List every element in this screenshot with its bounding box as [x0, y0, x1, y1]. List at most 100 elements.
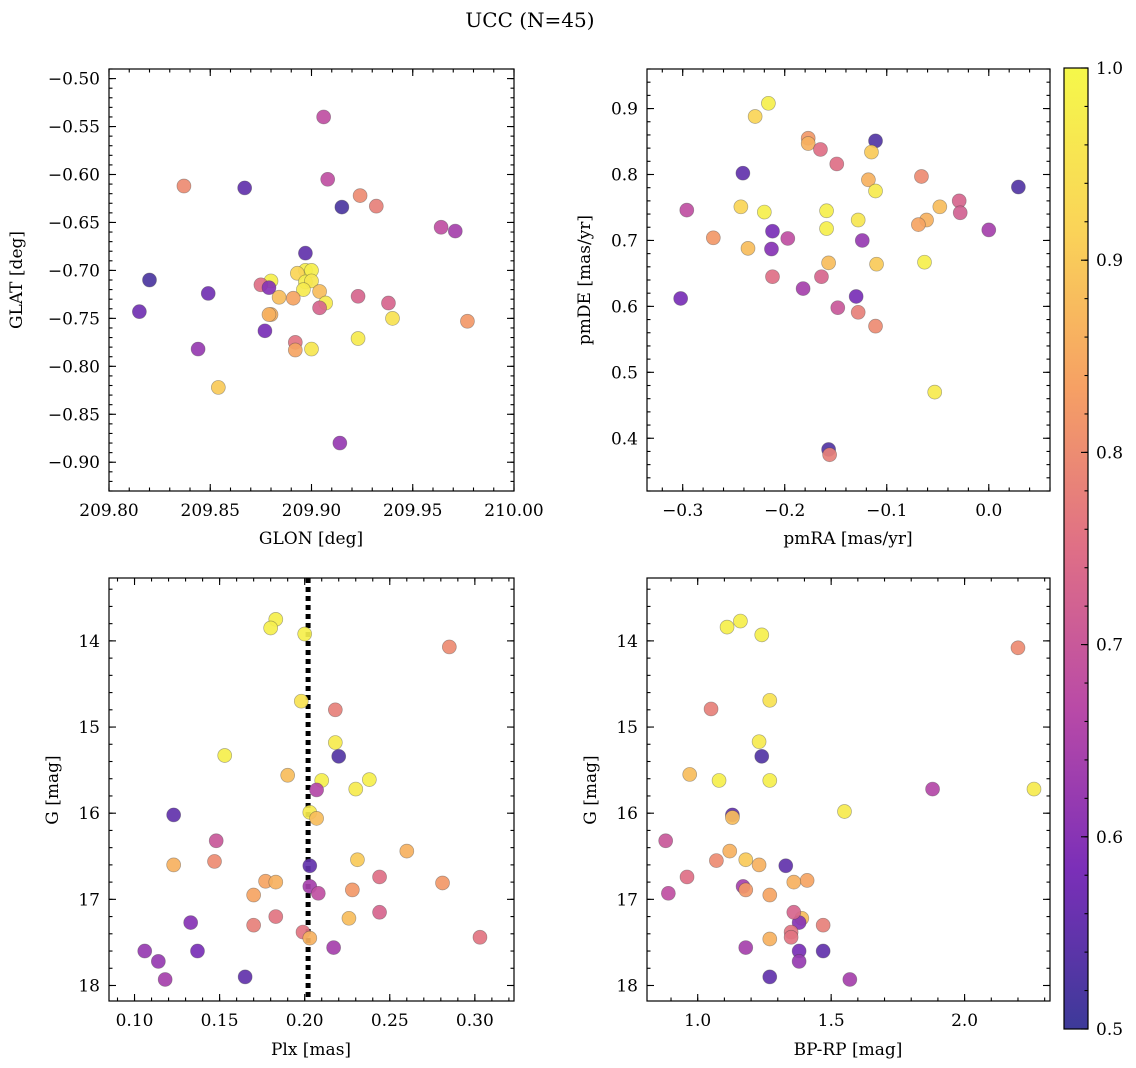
data-point [327, 735, 343, 750]
data-point [762, 931, 778, 947]
x-tick-label: 0.25 [371, 1011, 409, 1031]
y-tick-label: −0.65 [48, 213, 100, 233]
data-point [312, 284, 327, 299]
data-point [917, 254, 932, 270]
data-point [705, 230, 721, 246]
data-point [861, 172, 876, 188]
panel-pmra-pmde: −0.3 −0.2 −0.1 0.0 0.4 0.5 0.6 0.7 0.8 0.9 pmRA [m… [575, 68, 1051, 549]
y-tick-label: −0.80 [48, 357, 100, 377]
data-point [850, 304, 866, 320]
y-tick-label: 18 [616, 976, 638, 996]
data-point [754, 627, 770, 643]
axis-ticks [647, 68, 1051, 492]
x-tick-label: 209.95 [383, 501, 442, 521]
data-point [673, 291, 689, 306]
data-point [868, 183, 883, 199]
data-point [350, 288, 366, 304]
data-point [754, 748, 770, 764]
data-point [316, 109, 331, 125]
data-point [821, 255, 836, 271]
y-tick-label: 0.9 [611, 100, 638, 120]
y-tick-label: −0.50 [48, 70, 100, 90]
data-point [344, 882, 360, 898]
data-point [780, 231, 796, 246]
x-tick-label: 210.00 [484, 501, 543, 521]
y-tick-label: 0.4 [611, 429, 638, 449]
x-tick-label: 0.20 [286, 1011, 324, 1031]
y-tick-label: 17 [78, 890, 100, 910]
data-point [327, 702, 343, 718]
data-point [441, 639, 457, 655]
data-point [350, 331, 366, 346]
data-point [735, 165, 751, 181]
y-tick-label: 15 [616, 718, 638, 738]
y-axis-label: G [mag] [581, 755, 601, 824]
data-point [800, 136, 816, 151]
x-axis-label: Plx [mas] [271, 1040, 351, 1060]
data-point [362, 772, 377, 787]
data-point [132, 304, 147, 319]
x-tick-label: 0.15 [201, 1011, 239, 1031]
data-point [658, 833, 674, 849]
data-point [738, 940, 754, 955]
data-point [842, 972, 858, 987]
data-point [385, 311, 400, 326]
data-point [211, 380, 226, 395]
data-point [309, 811, 324, 826]
x-tick-label: −0.3 [662, 501, 703, 521]
y-tick-label: 14 [616, 632, 638, 652]
data-point [869, 256, 884, 272]
data-point [372, 904, 387, 920]
data-point [271, 289, 287, 305]
data-point [246, 887, 261, 903]
data-point [733, 613, 748, 629]
data-point [142, 272, 157, 288]
data-point [799, 873, 815, 888]
data-point [268, 909, 284, 924]
data-point [166, 807, 182, 823]
axis-ticks [109, 578, 514, 1001]
data-point [981, 222, 997, 238]
y-tick-label: 0.6 [611, 297, 638, 317]
data-point [795, 281, 811, 296]
data-point [815, 943, 831, 959]
data-point [679, 202, 695, 218]
data-point [822, 447, 837, 463]
data-point [762, 692, 778, 708]
data-point [765, 223, 780, 239]
plot-frame [108, 577, 515, 1002]
data-point [246, 917, 261, 933]
colorbar: 0.5 0.6 0.7 0.8 0.9 1.0 [1063, 59, 1123, 1040]
y-tick-label: 0.7 [611, 231, 638, 251]
colorbar-tick-label: 0.5 [1096, 1020, 1123, 1040]
data-point [1026, 781, 1042, 797]
data-point [433, 219, 449, 235]
data-point [661, 885, 676, 901]
colorbar-gradient [1063, 67, 1089, 1030]
y-tick-label: 15 [78, 718, 100, 738]
data-point [350, 852, 365, 868]
data-point [709, 853, 724, 868]
data-point [183, 915, 199, 930]
data-point [297, 626, 313, 642]
data-point [762, 969, 778, 985]
colorbar-tick-label: 0.8 [1096, 443, 1123, 463]
data-point [237, 969, 253, 985]
colorbar-tick-label: 0.6 [1096, 828, 1123, 848]
data-point [263, 620, 279, 636]
data-point [711, 773, 727, 788]
x-tick-label: 0.10 [116, 1011, 154, 1031]
data-point [786, 904, 802, 920]
data-point [285, 290, 301, 306]
data-point [302, 858, 318, 874]
y-tick-label: 0.8 [611, 166, 638, 186]
data-point [381, 295, 396, 311]
data-point [829, 156, 845, 172]
data-point [237, 180, 253, 196]
data-point [814, 269, 829, 285]
colorbar-tick-label: 1.0 [1096, 59, 1123, 79]
x-tick-label: 1.0 [684, 1011, 711, 1031]
data-point [208, 833, 224, 849]
data-point [722, 843, 738, 859]
data-point [296, 282, 311, 297]
